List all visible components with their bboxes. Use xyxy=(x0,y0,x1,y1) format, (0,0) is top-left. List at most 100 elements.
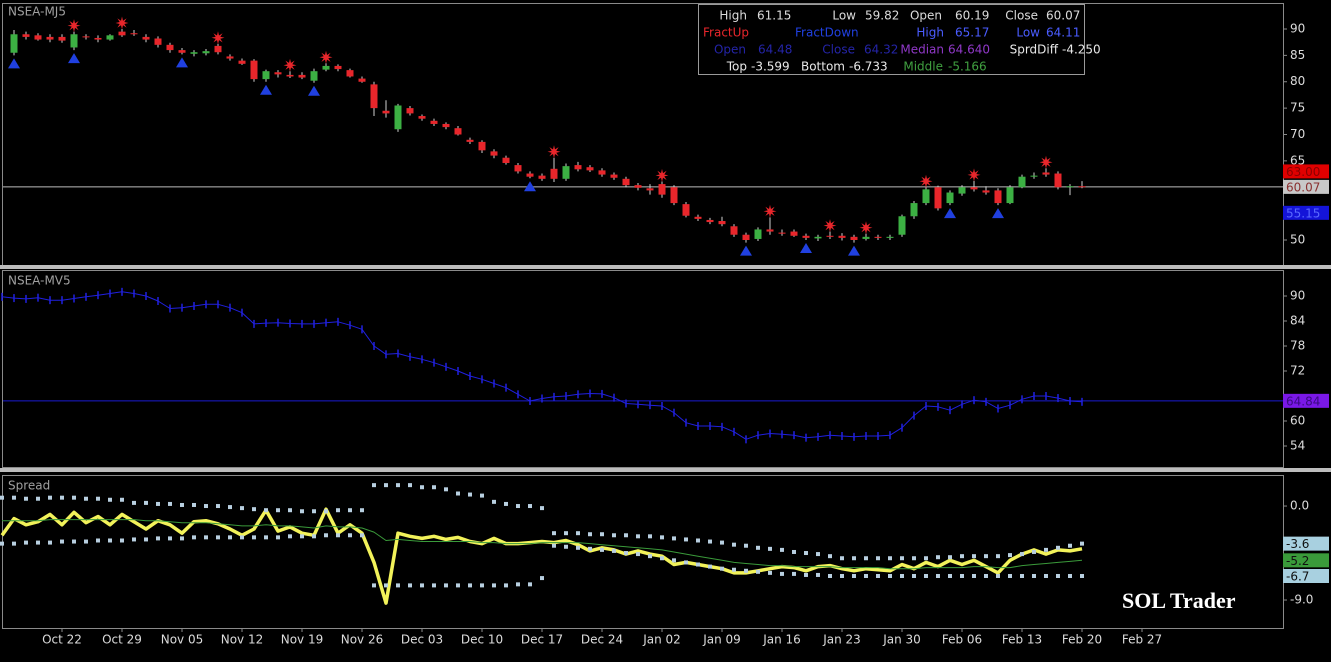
candle-body xyxy=(850,236,858,240)
candle-body xyxy=(430,120,438,124)
candle-body xyxy=(586,167,594,171)
candle-body xyxy=(358,78,366,82)
band-dot xyxy=(504,583,508,588)
candle-body xyxy=(10,34,18,53)
band-dot xyxy=(888,556,892,561)
band-dot xyxy=(264,508,268,513)
info-label: Bottom xyxy=(801,60,845,74)
candle-body xyxy=(766,229,774,232)
band-dot xyxy=(252,535,256,540)
candle-body xyxy=(442,123,450,128)
candle-body xyxy=(646,188,654,191)
fractal-down-marker xyxy=(848,245,860,256)
candle-body xyxy=(334,65,342,70)
candle-body xyxy=(202,51,210,54)
band-dot xyxy=(228,505,232,510)
y-tick-label: 0.0 xyxy=(1290,499,1309,513)
band-dot xyxy=(72,495,76,500)
band-dot xyxy=(612,548,616,553)
band-dot xyxy=(408,583,412,588)
band-dot xyxy=(588,546,592,551)
band-dot xyxy=(756,569,760,574)
fractal-up-marker xyxy=(319,50,333,64)
info-value: 64.32 xyxy=(864,43,898,57)
band-dot xyxy=(744,543,748,548)
band-dot xyxy=(684,560,688,565)
series-line xyxy=(2,519,1083,570)
band-dot xyxy=(552,531,556,536)
price-tag-label: -6.7 xyxy=(1286,569,1309,583)
band-dot xyxy=(972,554,976,559)
info-value: -6.733 xyxy=(849,60,888,74)
info-label: High xyxy=(916,26,944,40)
candle-body xyxy=(34,35,42,40)
band-dot xyxy=(348,533,352,538)
band-dot xyxy=(564,544,568,549)
band-dot xyxy=(432,485,436,490)
candle-body xyxy=(934,187,942,209)
candle-body xyxy=(1066,186,1074,188)
band-dot xyxy=(108,538,112,543)
band-dot xyxy=(1032,549,1036,554)
band-dot xyxy=(948,555,952,560)
band-dot xyxy=(168,536,172,541)
band-dot xyxy=(828,573,832,578)
price-tag-label: 55.15 xyxy=(1286,206,1320,220)
x-tick-label: Jan 16 xyxy=(762,633,801,647)
fractal-up-marker xyxy=(67,19,81,33)
candle-body xyxy=(406,108,414,114)
info-value: 64.640 xyxy=(948,43,990,57)
band-dot xyxy=(924,556,928,561)
band-dot xyxy=(1020,552,1024,557)
band-dot xyxy=(696,538,700,543)
candle-body xyxy=(862,236,870,239)
band-dot xyxy=(48,495,52,500)
band-dot xyxy=(60,495,64,500)
candle-body xyxy=(526,173,534,177)
band-dot xyxy=(984,554,988,559)
candle-body xyxy=(538,175,546,179)
band-dot xyxy=(132,537,136,542)
candle-body xyxy=(670,187,678,204)
candle-body xyxy=(370,84,378,109)
candle-body xyxy=(466,139,474,142)
band-dot xyxy=(312,509,316,514)
band-dot xyxy=(960,554,964,559)
fractal-up-marker xyxy=(919,174,933,188)
band-dot xyxy=(276,535,280,540)
band-dot xyxy=(816,572,820,577)
fractal-down-marker xyxy=(524,181,536,192)
band-dot xyxy=(756,545,760,550)
x-tick-label: Jan 23 xyxy=(822,633,861,647)
fractal-up-marker xyxy=(823,219,837,233)
band-dot xyxy=(120,497,124,502)
band-dot xyxy=(204,535,208,540)
band-dot xyxy=(264,535,268,540)
band-dot xyxy=(996,573,1000,578)
y-tick-label: 75 xyxy=(1290,101,1305,115)
band-dot xyxy=(1056,573,1060,578)
panel-title: NSEA-MV5 xyxy=(8,274,71,288)
band-dot xyxy=(1080,541,1084,546)
candle-body xyxy=(490,151,498,156)
candle-body xyxy=(550,168,558,179)
candle-body xyxy=(502,157,510,163)
band-dot xyxy=(660,535,664,540)
candle-body xyxy=(994,190,1002,204)
band-dot xyxy=(132,500,136,505)
x-tick-label: Feb 06 xyxy=(942,633,982,647)
band-dot xyxy=(816,552,820,557)
fractal-down-marker xyxy=(68,53,80,64)
band-dot xyxy=(1008,573,1012,578)
candle-body xyxy=(286,74,294,77)
candle-body xyxy=(166,44,174,51)
band-dot xyxy=(492,499,496,504)
band-dot xyxy=(252,507,256,512)
band-dot xyxy=(24,540,28,545)
band-dot xyxy=(360,533,364,538)
x-tick-label: Feb 27 xyxy=(1122,633,1162,647)
band-dot xyxy=(720,566,724,571)
panel-frame xyxy=(2,475,1284,629)
x-tick-label: Jan 02 xyxy=(642,633,681,647)
